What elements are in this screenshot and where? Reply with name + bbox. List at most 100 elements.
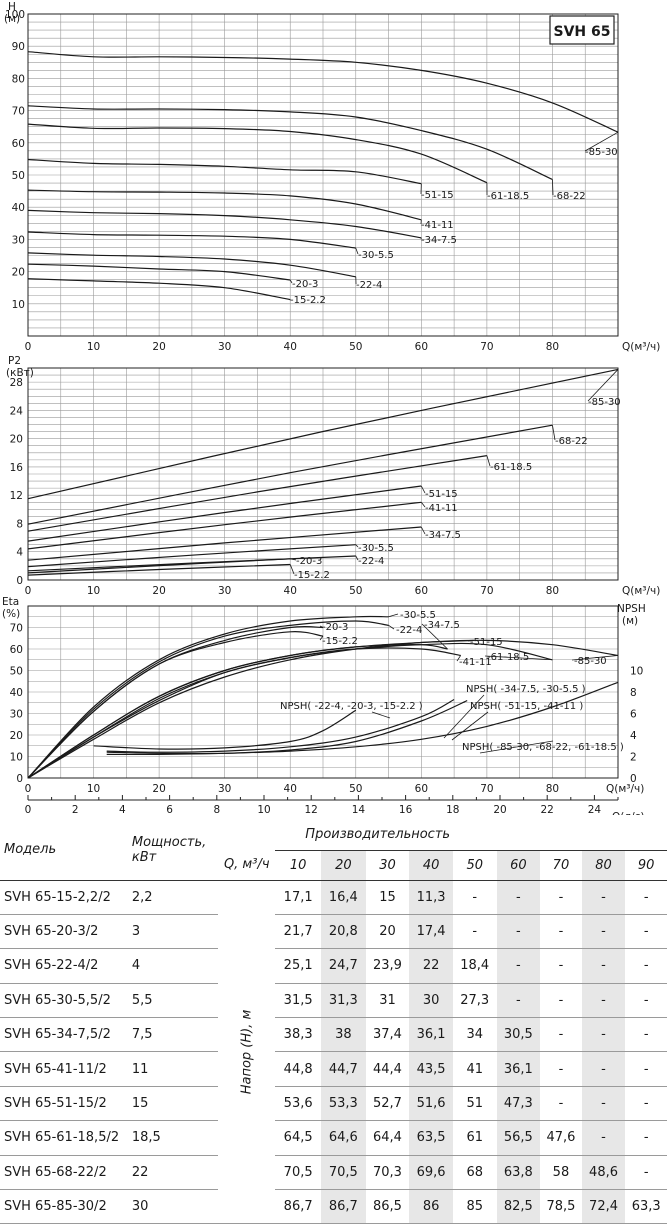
x2-tick-label: 22 — [541, 804, 554, 815]
x-tick-label: 80 — [546, 341, 559, 353]
curve-label: -30-5.5 — [358, 250, 394, 261]
y-tick-label: 0 — [16, 575, 23, 587]
value-cell: - — [497, 880, 541, 914]
x2-axis-label: Q(л/с) — [612, 811, 644, 815]
flow-header: 80 — [582, 850, 626, 880]
value-cell: 70,5 — [321, 1155, 366, 1189]
value-cell: 63,5 — [409, 1121, 453, 1155]
value-cell: 43,5 — [409, 1052, 453, 1086]
value-cell: 25,1 — [275, 949, 321, 983]
x-tick-label: 70 — [480, 341, 493, 353]
model-header: Модель — [0, 820, 130, 880]
curve-label: -34-7.5 — [421, 235, 457, 246]
x-tick-label: 20 — [152, 585, 165, 597]
power-cell: 7,5 — [130, 1018, 218, 1052]
flow-header: 90 — [625, 850, 667, 880]
curve-label: -15-2.2 — [322, 636, 358, 647]
model-cell: SVH 65-68-22/2 — [0, 1155, 130, 1189]
value-cell: - — [497, 914, 541, 948]
value-cell: - — [625, 983, 667, 1017]
y-tick-label: 10 — [10, 752, 23, 764]
curve-label: -85-30 — [574, 656, 607, 667]
value-cell: 70,5 — [275, 1155, 321, 1189]
value-cell: 86,7 — [321, 1190, 366, 1224]
y-axis-label: Eta — [2, 596, 19, 608]
value-cell: 85 — [453, 1190, 497, 1224]
x-tick-label: 20 — [152, 341, 165, 353]
x2-tick-label: 8 — [213, 804, 220, 815]
value-cell: 86 — [409, 1190, 453, 1224]
value-cell: - — [582, 1121, 626, 1155]
x-tick-label: 0 — [25, 341, 32, 353]
flow-header: 30 — [366, 850, 410, 880]
value-cell: 27,3 — [453, 983, 497, 1017]
model-cell: SVH 65-15-2,2/2 — [0, 880, 130, 914]
y-tick-label: 70 — [10, 623, 23, 635]
x-tick-label: 30 — [218, 585, 231, 597]
value-cell: 52,7 — [366, 1086, 410, 1120]
curve-label: -51-15 — [421, 190, 454, 201]
x-tick-label: 80 — [546, 783, 559, 795]
value-cell: 63,8 — [497, 1155, 541, 1189]
y-axis-unit: (кВт) — [6, 367, 34, 379]
leader-line — [452, 712, 488, 740]
performance-table: Модель Мощность,кВт Производительность Q… — [0, 820, 667, 1224]
value-cell: 30,5 — [497, 1018, 541, 1052]
value-cell: 21,7 — [275, 914, 321, 948]
curve-label: -51-15 — [425, 489, 458, 500]
y2-tick-label: 8 — [630, 687, 637, 699]
value-cell: 51,6 — [409, 1086, 453, 1120]
y2-tick-label: 6 — [630, 709, 637, 721]
head-label-text: Напор (H), м — [239, 1010, 254, 1095]
value-cell: - — [582, 914, 626, 948]
value-cell: - — [540, 1018, 582, 1052]
value-cell: 11,3 — [409, 880, 453, 914]
y-tick-label: 70 — [12, 106, 25, 118]
y-axis-unit: (%) — [2, 608, 20, 620]
curve-label: -22-4 — [356, 280, 382, 291]
power-cell: 2,2 — [130, 880, 218, 914]
value-cell: 17,1 — [275, 880, 321, 914]
value-cell: - — [582, 1018, 626, 1052]
model-cell: SVH 65-41-11/2 — [0, 1052, 130, 1086]
x-tick-label: 70 — [480, 783, 493, 795]
x-tick-label: 50 — [349, 341, 362, 353]
value-cell: 70,3 — [366, 1155, 410, 1189]
value-cell: 63,3 — [625, 1190, 667, 1224]
value-cell: 44,4 — [366, 1052, 410, 1086]
x2-tick-label: 20 — [493, 804, 506, 815]
y-axis-unit: (м) — [4, 13, 20, 25]
npsh-label: NPSH( -85-30, -68-22, -61-18.5 ) — [462, 742, 624, 753]
x2-tick-label: 0 — [25, 804, 32, 815]
y-tick-label: 16 — [10, 462, 24, 474]
x-tick-label: 0 — [25, 585, 32, 597]
value-cell: - — [582, 880, 626, 914]
flow-header: 50 — [453, 850, 497, 880]
value-cell: 69,6 — [409, 1155, 453, 1189]
power-cell: 30 — [130, 1190, 218, 1224]
curve-label: -85-30 — [585, 147, 618, 158]
value-cell: 30 — [409, 983, 453, 1017]
x2-tick-label: 16 — [399, 804, 413, 815]
npsh-label: NPSH( -22-4, -20-3, -15-2.2 ) — [280, 701, 423, 712]
curve-label: -22-4 — [358, 556, 384, 567]
curve-label: -34-7.5 — [424, 620, 460, 631]
y-tick-label: 50 — [12, 170, 25, 182]
value-cell: 53,3 — [321, 1086, 366, 1120]
value-cell: 44,8 — [275, 1052, 321, 1086]
value-cell: 37,4 — [366, 1018, 410, 1052]
x-tick-label: 60 — [415, 585, 428, 597]
curve-label: -30-5.5 — [358, 543, 394, 554]
model-cell: SVH 65-30-5,5/2 — [0, 983, 130, 1017]
y-tick-label: 30 — [12, 234, 25, 246]
value-cell: 24,7 — [321, 949, 366, 983]
x-tick-label: 20 — [152, 783, 165, 795]
flow-header: 60 — [497, 850, 541, 880]
